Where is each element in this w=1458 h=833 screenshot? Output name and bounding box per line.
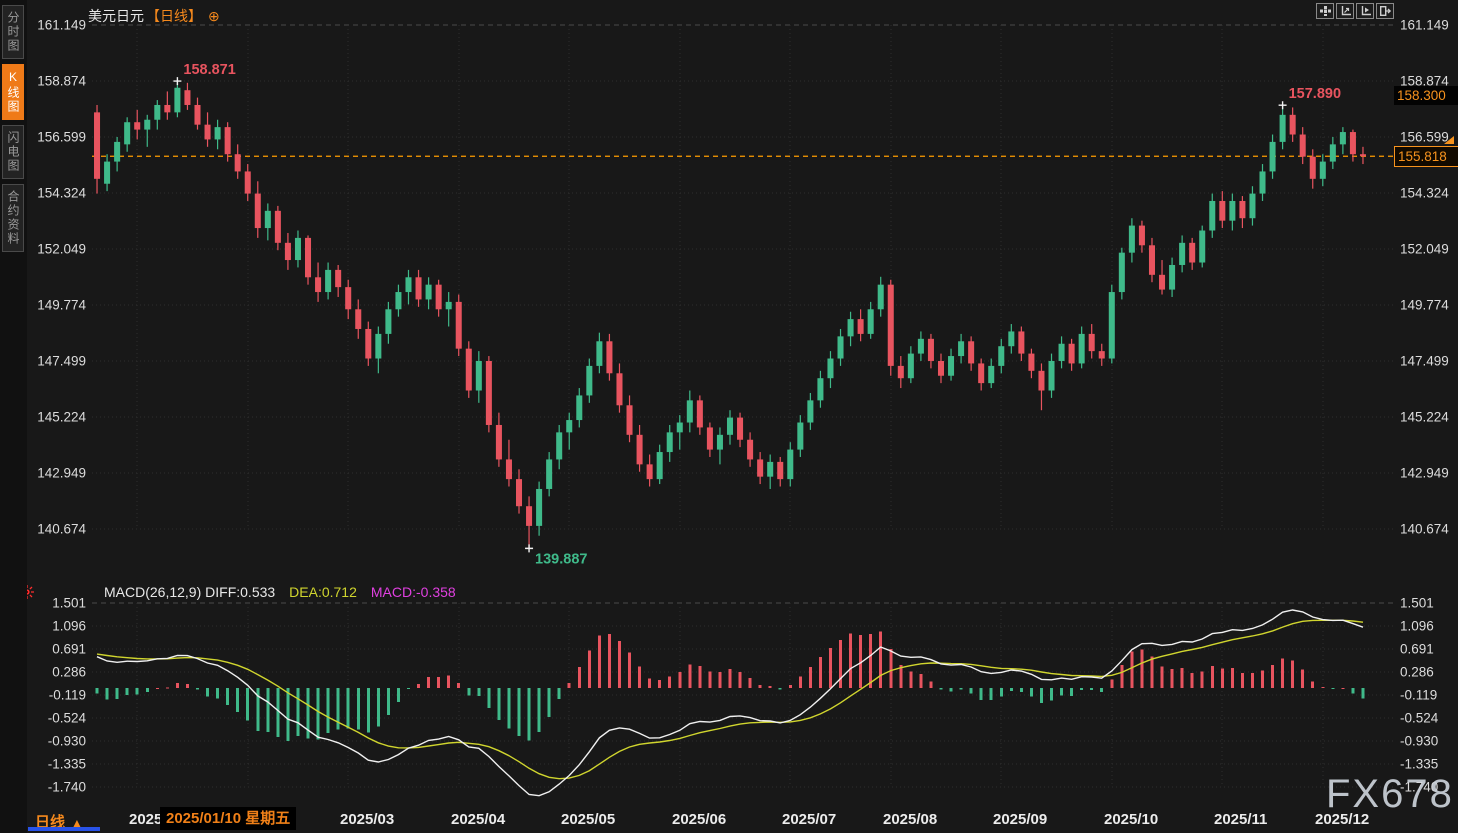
axis-tick-label: 140.674 (37, 522, 86, 537)
macd-diff-line (96, 609, 1364, 797)
axis-tick-label: 1.501 (52, 596, 86, 611)
axis-tick-label: 142.949 (37, 466, 86, 481)
axis-tick-label: 145.224 (37, 410, 86, 425)
axis-tick-label: 0.691 (1400, 641, 1434, 656)
svg-text:158.871: 158.871 (183, 62, 235, 78)
pan-tool-icon[interactable] (1316, 3, 1334, 19)
axis-tick-label: 0.691 (52, 641, 86, 656)
axis-tick-label: 0.286 (1400, 664, 1434, 679)
x-axis-label: 2025/09 (993, 811, 1048, 828)
x-axis-label: 2025/08 (883, 811, 938, 828)
latest-price-flag-icon[interactable] (1444, 136, 1454, 145)
axis-tick-label: 140.674 (1400, 522, 1449, 537)
axis-tick-label: 142.949 (1400, 466, 1449, 481)
x-axis-label: 2025/04 (451, 811, 506, 828)
axis-tick-label: 154.324 (37, 186, 86, 201)
axis-tick-label: 147.499 (1400, 354, 1449, 369)
playback-icon[interactable] (1356, 3, 1374, 19)
axis-tick-label: -1.740 (1400, 780, 1438, 795)
auto-scale-icon[interactable] (1336, 3, 1354, 19)
axis-tick-label: 0.286 (52, 664, 86, 679)
period-dropdown-arrow-icon: ▲ (71, 816, 83, 830)
axis-tick-label: 161.149 (1400, 18, 1449, 33)
axis-tick-label: -0.119 (49, 687, 86, 702)
crosshair-date-tooltip: 2025/01/10 星期五 (160, 807, 297, 830)
exit-chart-icon[interactable] (1376, 3, 1394, 19)
macd-formula-diff-value: MACD(26,12,9) DIFF:0.533 (104, 584, 276, 600)
axis-tick-label: 156.599 (37, 130, 86, 145)
extreme-marker: 139.887 (525, 544, 587, 567)
fx678-watermark: FX678 (1326, 772, 1454, 816)
svg-text:139.887: 139.887 (535, 551, 587, 567)
x-axis-label: 2025/07 (782, 811, 837, 828)
sidebar-tab-3[interactable]: 闪电图 (2, 125, 24, 179)
axis-tick-label: -0.524 (48, 710, 87, 725)
axis-tick-label: -1.335 (1400, 757, 1438, 772)
last-price-label: 155.818 (1394, 146, 1458, 168)
axis-tick-label: -0.930 (48, 734, 86, 749)
axis-tick-label: -0.930 (1400, 734, 1438, 749)
macd-bar-value: MACD:-0.358 (370, 584, 456, 600)
axis-tick-label: 152.049 (37, 242, 86, 257)
macd-indicator-header: MACD(26,12,9) DIFF:0.533 DEA:0.712 MACD:… (20, 584, 456, 600)
axis-tick-label: 145.224 (1400, 410, 1449, 425)
sidebar: 分时图 K线图闪电图合约资料 (0, 0, 27, 833)
sidebar-tab-1[interactable]: 分时图 (2, 5, 24, 59)
x-axis-label: 2025/10 (1104, 811, 1159, 828)
extreme-marker: 157.890 (1278, 86, 1341, 110)
period-selector[interactable]: 日线 ▲ (35, 814, 83, 831)
period-badge: 【日线】 (146, 8, 202, 24)
x-axis-label: 2025/12 (1315, 811, 1370, 828)
range-scrollbar[interactable] (28, 827, 100, 831)
axis-tick-label: 158.874 (1400, 74, 1449, 89)
sidebar-tab-4[interactable]: 合约资料 (2, 184, 24, 252)
axis-tick-label: 1.096 (1400, 618, 1434, 633)
axis-tick-label: 154.324 (1400, 186, 1449, 201)
svg-text:157.890: 157.890 (1289, 86, 1341, 102)
axis-tick-label: 156.599 (1400, 130, 1449, 145)
extreme-marker: 158.871 (173, 62, 236, 86)
sidebar-tab-2[interactable]: K线图 (2, 64, 24, 120)
candlestick-series (94, 81, 1366, 549)
axis-tick-label: -0.119 (1400, 687, 1437, 702)
macd-dea-line (96, 619, 1364, 780)
axis-tick-label: 149.774 (37, 298, 86, 313)
x-axis-label: 2025/05 (561, 811, 616, 828)
chart-toolbar (1316, 3, 1394, 19)
x-axis-label: 2025/06 (672, 811, 727, 828)
price-alert-label: 158.300 (1394, 86, 1458, 106)
axis-tick-label: -1.335 (48, 757, 86, 772)
macd-dea-value: DEA:0.712 (289, 584, 357, 600)
symbol-name: 美元日元 (88, 8, 144, 24)
axis-tick-label: 161.149 (37, 18, 86, 33)
axis-tick-label: -1.740 (48, 780, 86, 795)
axis-tick-label: 149.774 (1400, 298, 1449, 313)
axis-tick-label: 147.499 (37, 354, 86, 369)
x-axis-label: 2025/03 (340, 811, 395, 828)
chart-settings-icon[interactable]: ⊕ (208, 8, 220, 24)
axis-tick-label: 158.874 (37, 74, 86, 89)
x-axis-bar: 日线▲ 2025/012025/022025/032025/042025/052… (0, 806, 1458, 833)
axis-tick-label: 1.096 (52, 618, 86, 633)
macd-histogram (95, 631, 1365, 741)
x-axis-label: 2025/11 (1214, 811, 1268, 828)
chart-title: 美元日元 【日线】 ⊕ (88, 6, 220, 26)
axis-tick-label: -0.524 (1400, 710, 1439, 725)
axis-tick-label: 1.501 (1400, 596, 1434, 611)
axis-tick-label: 152.049 (1400, 242, 1449, 257)
